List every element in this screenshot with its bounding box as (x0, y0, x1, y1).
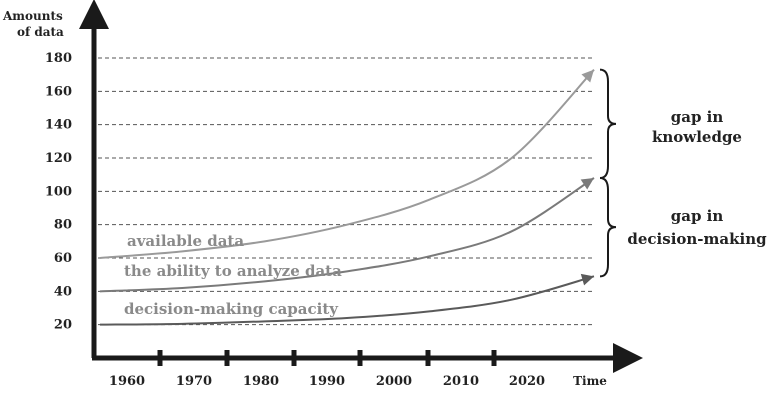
gap-label: knowledge (652, 128, 742, 146)
x-tick-label: 1960 (109, 374, 145, 389)
y-axis-title: Amounts (2, 9, 63, 23)
x-axis-title: Time (573, 374, 607, 388)
y-tick-label: 40 (54, 284, 72, 299)
x-tick-label: 1970 (176, 374, 212, 389)
series (100, 70, 594, 325)
y-tick-label: 100 (45, 184, 72, 199)
brace-knowledge (600, 70, 616, 178)
series-arrowhead (581, 178, 594, 190)
series-arrowhead (581, 274, 594, 286)
x-tick-label: 1980 (243, 374, 279, 389)
gap-label: decision-making (627, 230, 767, 248)
y-tick-label: 160 (45, 84, 72, 99)
series-line (100, 70, 594, 258)
brace-decision-making (600, 178, 616, 276)
y-tick-label: 140 (45, 118, 72, 133)
gap-label: gap in (671, 108, 724, 126)
grid (98, 58, 592, 325)
x-tick-label: 2000 (376, 374, 412, 389)
x-tick-label: 1990 (309, 374, 345, 389)
labels: 20 40 60 80 100 120 140 160 180 1960 1970 1980 1990 2… (2, 9, 767, 389)
x-tick-label: 2020 (509, 374, 545, 389)
y-tick-label: 120 (45, 151, 72, 166)
y-tick-label: 60 (54, 251, 72, 266)
gap-label: gap in (671, 207, 724, 225)
y-tick-label: 20 (54, 318, 72, 333)
y-tick-label: 180 (45, 51, 72, 66)
y-tick-label: 80 (54, 218, 72, 233)
series-label: decision-making capacity (124, 300, 339, 318)
y-axis-title: of data (17, 25, 64, 39)
series-label: the ability to analyze data (124, 262, 342, 280)
x-tick-label: 2010 (443, 374, 479, 389)
series-label: available data (127, 232, 244, 250)
